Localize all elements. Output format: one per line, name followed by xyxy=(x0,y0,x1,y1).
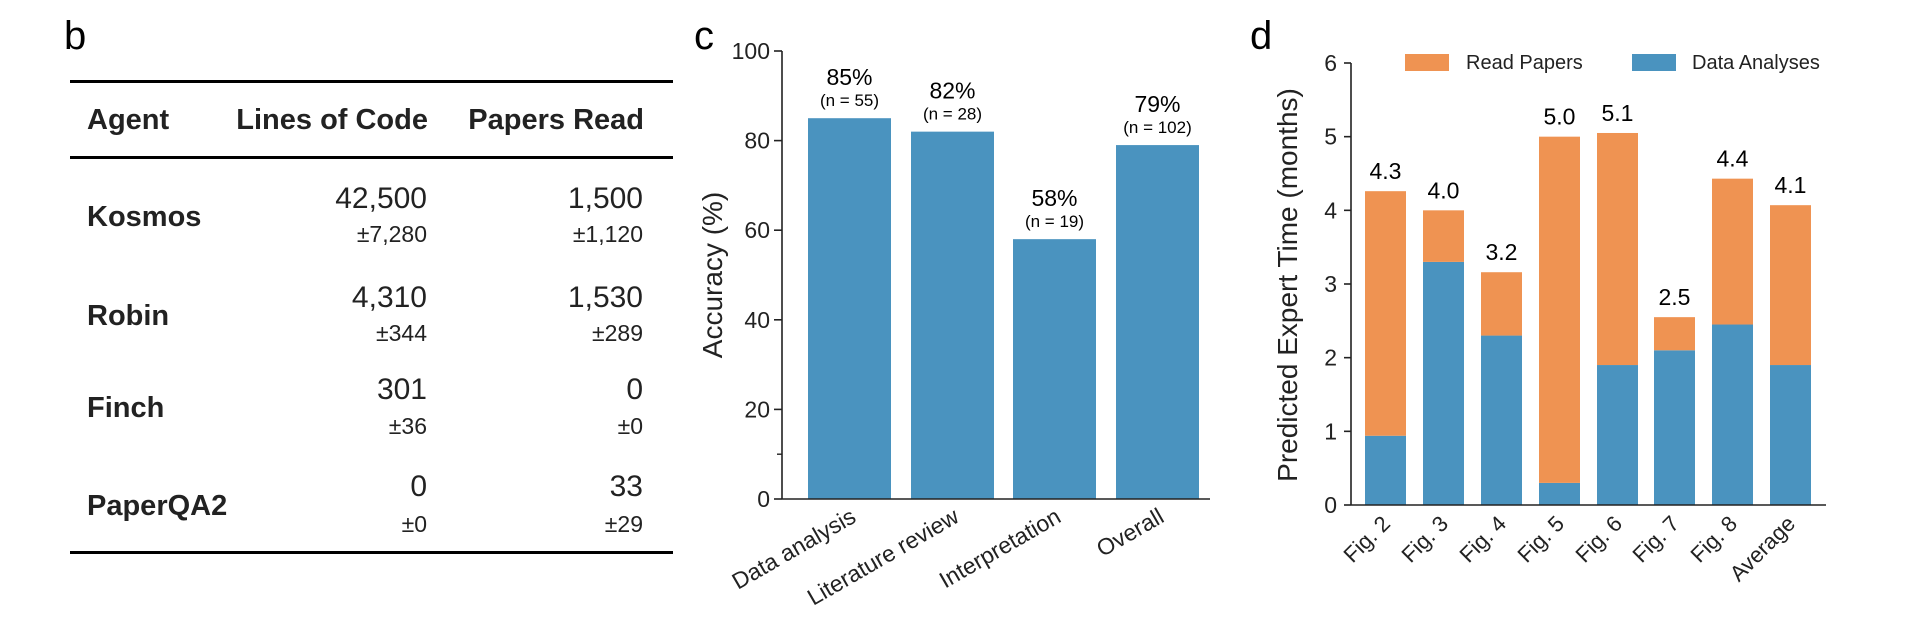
accuracy-bar xyxy=(1116,145,1199,499)
agent-name: Robin xyxy=(87,299,170,332)
bar-value-label: 82% xyxy=(929,78,975,104)
read-papers-segment xyxy=(1654,317,1695,351)
y-axis-label: Accuracy (%) xyxy=(697,192,728,358)
agent-name: Kosmos xyxy=(87,200,202,233)
panel-d-label: d xyxy=(1250,14,1273,58)
lines-of-code-sd: ±36 xyxy=(388,413,427,439)
accuracy-bar xyxy=(1013,239,1096,499)
bar-n-label: (n = 102) xyxy=(1123,118,1192,137)
data-analyses-segment xyxy=(1481,335,1522,505)
x-tick-label: Average xyxy=(1725,511,1800,586)
header-lines-of-code: Lines of Code xyxy=(236,104,428,136)
y-tick-label: 80 xyxy=(744,128,770,154)
accuracy-bar xyxy=(911,131,994,499)
y-tick-label: 3 xyxy=(1324,271,1337,297)
legend-swatch-data-analyses xyxy=(1632,54,1676,71)
lines-of-code-sd: ±7,280 xyxy=(356,221,427,247)
agent-name: Finch xyxy=(87,392,165,424)
read-papers-segment xyxy=(1481,272,1522,336)
y-tick-label: 20 xyxy=(744,396,770,422)
bar-total-label: 3.2 xyxy=(1486,239,1518,265)
x-tick-label: Overall xyxy=(1092,503,1168,562)
papers-read-sd: ±289 xyxy=(592,320,643,346)
papers-read-sd: ±1,120 xyxy=(572,221,643,247)
panel-c-label: c xyxy=(694,14,714,58)
y-tick-label: 1 xyxy=(1324,418,1337,444)
bar-value-label: 79% xyxy=(1134,91,1180,117)
y-tick-label: 60 xyxy=(744,217,770,243)
papers-read-sd: ±0 xyxy=(617,413,643,439)
bar-total-label: 4.3 xyxy=(1370,158,1402,184)
legend: Read Papers Data Analyses xyxy=(1405,52,1820,74)
table-bottom-rule xyxy=(70,551,673,554)
bar-total-label: 4.0 xyxy=(1428,177,1460,203)
papers-read-value: 1,500 xyxy=(567,182,643,215)
panel-d-chart: 4.3 Fig. 2 4.0 Fig. 3 3.2 Fig. 4 5.0 Fig. 5 5.1 F… xyxy=(1272,50,1826,586)
lines-of-code-value: 42,500 xyxy=(335,182,427,215)
y-tick-label: 100 xyxy=(732,38,770,64)
header-agent: Agent xyxy=(87,104,170,136)
y-tick-label: 5 xyxy=(1324,124,1337,150)
bar-total-label: 4.4 xyxy=(1717,146,1749,172)
bar-total-label: 4.1 xyxy=(1775,172,1807,198)
data-analyses-segment xyxy=(1712,324,1753,505)
legend-label-read-papers: Read Papers xyxy=(1466,52,1583,74)
x-tick-label: Fig. 5 xyxy=(1512,511,1569,568)
x-tick-label: Fig. 2 xyxy=(1338,511,1395,568)
read-papers-segment xyxy=(1597,132,1638,366)
read-papers-segment xyxy=(1770,205,1811,366)
papers-read-value: 1,530 xyxy=(567,281,643,314)
read-papers-segment xyxy=(1365,191,1406,436)
data-analyses-segment xyxy=(1654,350,1695,505)
papers-read-value: 33 xyxy=(609,470,643,503)
x-tick-label: Fig. 4 xyxy=(1454,511,1511,568)
table-header-rule xyxy=(70,156,673,159)
lines-of-code-sd: ±0 xyxy=(401,511,427,537)
x-tick-label: Fig. 3 xyxy=(1396,511,1453,568)
y-tick-label: 40 xyxy=(744,307,770,333)
data-analyses-segment xyxy=(1365,435,1406,505)
x-tick-label: Fig. 7 xyxy=(1627,511,1684,568)
bar-value-label: 58% xyxy=(1031,185,1077,211)
accuracy-bar xyxy=(808,118,891,499)
y-axis-label: Predicted Expert Time (months) xyxy=(1272,88,1303,482)
data-analyses-segment xyxy=(1597,365,1638,505)
legend-swatch-read-papers xyxy=(1405,54,1449,71)
table-top-rule xyxy=(70,80,673,83)
lines-of-code-value: 301 xyxy=(376,373,427,406)
y-tick-label: 2 xyxy=(1324,345,1337,371)
read-papers-segment xyxy=(1423,210,1464,262)
y-tick-label: 6 xyxy=(1324,50,1337,76)
bar-value-label: 85% xyxy=(826,64,872,90)
y-tick-label: 0 xyxy=(757,486,770,512)
data-analyses-segment xyxy=(1770,365,1811,505)
lines-of-code-value: 4,310 xyxy=(351,281,427,314)
data-analyses-segment xyxy=(1423,261,1464,505)
data-analyses-segment xyxy=(1539,482,1580,505)
papers-read-value: 0 xyxy=(626,373,643,406)
read-papers-segment xyxy=(1539,136,1580,483)
y-tick-label: 0 xyxy=(1324,492,1337,518)
bar-total-label: 5.1 xyxy=(1602,100,1634,126)
bar-total-label: 5.0 xyxy=(1544,104,1576,130)
legend-label-data-analyses: Data Analyses xyxy=(1692,52,1820,74)
panel-b-label: b xyxy=(64,14,87,58)
papers-read-sd: ±29 xyxy=(604,511,643,537)
bar-n-label: (n = 28) xyxy=(923,105,982,124)
agent-name: PaperQA2 xyxy=(87,489,228,522)
lines-of-code-value: 0 xyxy=(410,470,427,503)
read-papers-segment xyxy=(1712,178,1753,325)
lines-of-code-sd: ±344 xyxy=(376,320,427,346)
y-tick-label: 4 xyxy=(1324,197,1337,223)
bar-n-label: (n = 19) xyxy=(1025,212,1084,231)
x-tick-label: Fig. 6 xyxy=(1570,511,1627,568)
bar-total-label: 2.5 xyxy=(1659,284,1691,310)
bar-n-label: (n = 55) xyxy=(820,91,879,110)
header-papers-read: Papers Read xyxy=(468,104,644,136)
